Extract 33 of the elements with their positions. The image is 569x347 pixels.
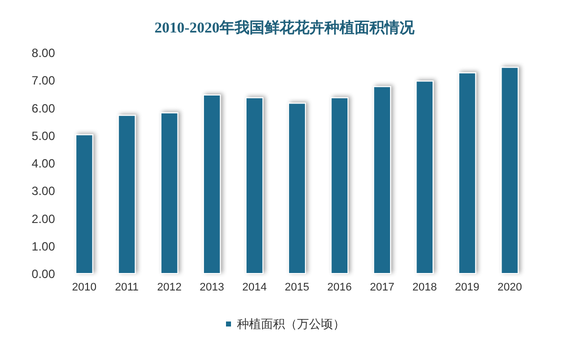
y-tick-label: 0.00 <box>32 267 56 281</box>
bar <box>118 114 136 274</box>
bar <box>416 80 434 274</box>
x-tick-label: 2018 <box>412 282 437 294</box>
x-tick-label: 2016 <box>327 282 352 294</box>
bar <box>373 86 392 274</box>
x-tick-label: 2011 <box>114 282 139 294</box>
legend-label: 种植面积（万公顷） <box>237 317 345 331</box>
bar <box>500 66 519 274</box>
y-tick-label: 8.00 <box>32 46 56 60</box>
y-tick-label: 2.00 <box>32 212 56 226</box>
x-tick-label: 2013 <box>200 282 224 294</box>
bar <box>330 97 348 274</box>
bar <box>458 72 476 274</box>
x-tick-label: 2010 <box>72 282 97 294</box>
x-tick-label: 2019 <box>454 282 480 294</box>
bar <box>75 134 94 274</box>
bar <box>246 97 264 274</box>
x-tick-label: 2017 <box>370 282 394 294</box>
x-tick-label: 2014 <box>242 282 267 294</box>
bar <box>160 112 178 274</box>
y-tick-label: 7.00 <box>32 74 56 88</box>
y-tick-label: 3.00 <box>32 184 56 198</box>
y-tick-label: 5.00 <box>32 128 56 143</box>
y-tick-label: 6.00 <box>32 101 56 116</box>
x-tick-label: 2015 <box>284 282 310 294</box>
y-tick-label: 1.00 <box>32 239 56 254</box>
x-tick-label: 2020 <box>497 282 522 294</box>
x-tick-label: 2012 <box>157 282 182 294</box>
bar <box>288 102 306 274</box>
chart-title: 2010-2020年我国鲜花花卉种植面积情况 <box>154 20 416 36</box>
bar <box>202 94 221 274</box>
y-tick-label: 4.00 <box>32 156 56 170</box>
